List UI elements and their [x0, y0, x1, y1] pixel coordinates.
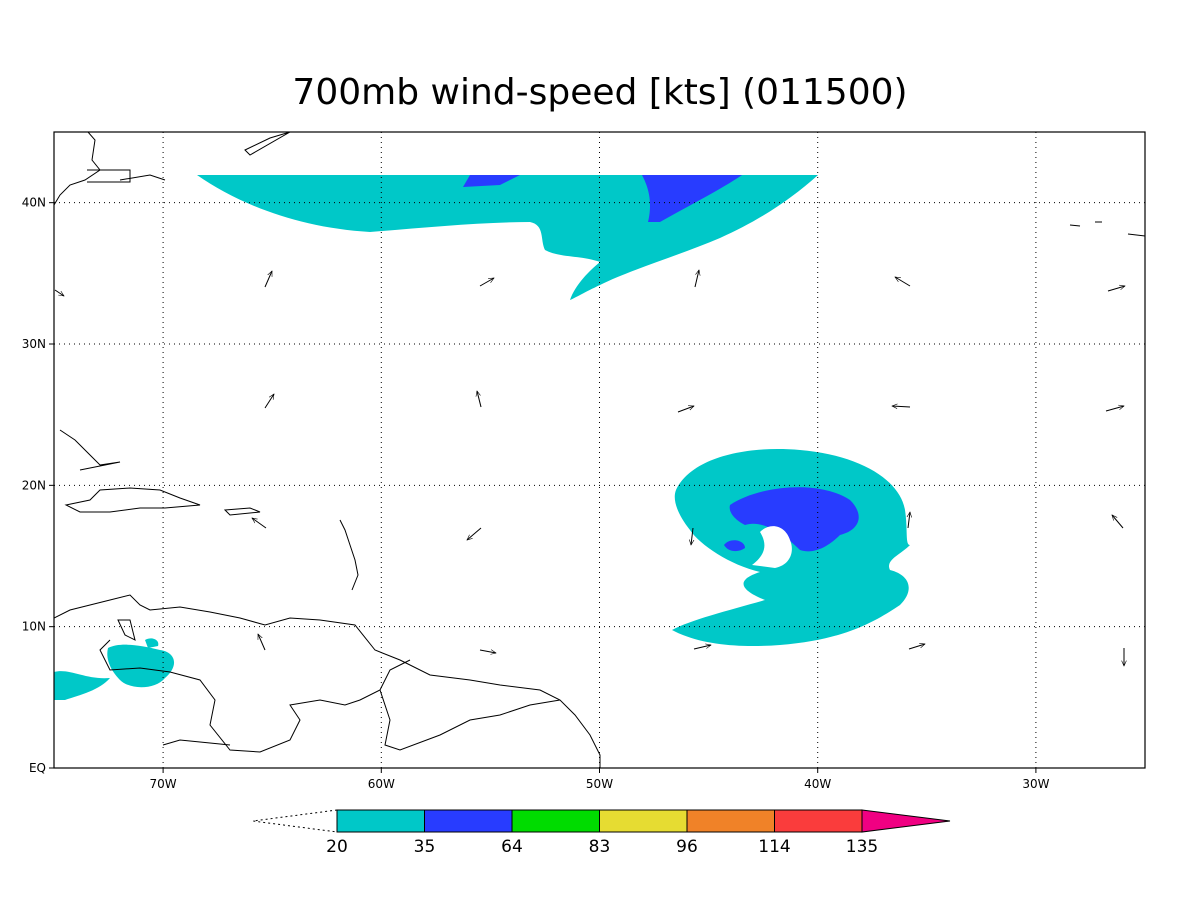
colorbar-label: 96	[676, 837, 698, 857]
graticule	[54, 132, 1145, 768]
colorbar-label: 20	[326, 837, 348, 857]
wind-shading	[54, 175, 910, 700]
colorbar-box	[686, 809, 775, 833]
lon-tick-label: 70W	[150, 777, 177, 791]
axis-ticks: 70W 60W 50W 40W 30W EQ 10N 20N 30N 40N	[22, 196, 1050, 791]
lat-tick-label: 30N	[22, 337, 46, 351]
colorbar-label: 35	[414, 837, 436, 857]
wind-vectors	[54, 270, 1125, 666]
colorbar-label: 83	[589, 837, 611, 857]
coastlines	[54, 132, 1145, 768]
colorbar-label: 64	[501, 837, 523, 857]
lon-tick-label: 60W	[368, 777, 395, 791]
colorbar-box	[424, 809, 513, 833]
colorbar-box	[774, 809, 863, 833]
colorbar: 20 35 64 83 96 114 135	[252, 809, 951, 857]
lon-tick-label: 30W	[1022, 777, 1049, 791]
lon-tick-label: 40W	[804, 777, 831, 791]
colorbar-box	[599, 809, 688, 833]
lat-tick-label: 10N	[22, 620, 46, 634]
colorbar-label: 114	[758, 837, 790, 857]
colorbar-box	[511, 809, 600, 833]
colorbar-box	[336, 809, 425, 833]
colorbar-low-triangle	[252, 809, 338, 833]
lat-tick-label: 40N	[22, 196, 46, 210]
lon-tick-label: 50W	[586, 777, 613, 791]
plot-area	[54, 132, 1145, 768]
lat-tick-label: EQ	[29, 761, 46, 775]
colorbar-high-triangle	[861, 809, 951, 833]
colorbar-label: 135	[846, 837, 878, 857]
title: 700mb wind-speed [kts] (011500)	[292, 72, 907, 113]
lat-tick-label: 20N	[22, 478, 46, 492]
